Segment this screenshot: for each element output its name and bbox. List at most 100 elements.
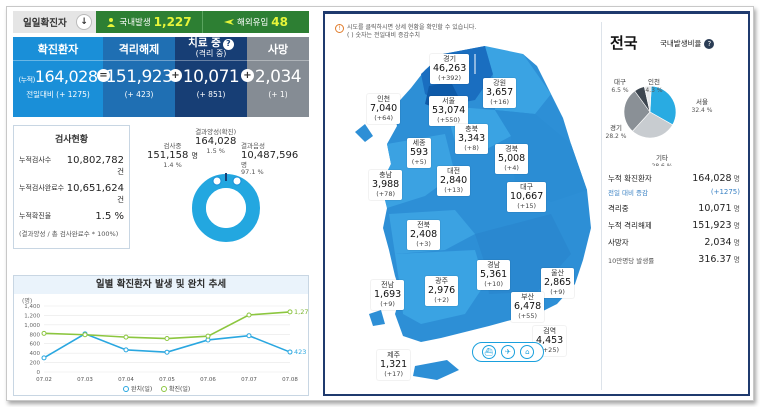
data-point[interactable] bbox=[164, 336, 170, 342]
treatment-label: 치료 중 bbox=[188, 37, 221, 50]
region-delta: (+3) bbox=[416, 239, 431, 248]
testing-pct: 1.4 % bbox=[163, 160, 182, 169]
airport-icon[interactable]: ⌂ bbox=[520, 345, 535, 359]
region-label[interactable]: 대전 2,840 (+13) bbox=[437, 166, 471, 196]
data-point[interactable] bbox=[123, 334, 129, 340]
testing-label-group: 검사중 151,158 명 1.4 % bbox=[147, 142, 198, 169]
region-label[interactable]: 경북 5,008 (+4) bbox=[495, 144, 529, 174]
pie-slice-label: 기타 bbox=[656, 153, 668, 162]
gyeongbuk-region[interactable] bbox=[495, 110, 587, 202]
y-tick-label: 600 bbox=[30, 342, 41, 348]
y-tick-label: 800 bbox=[30, 332, 41, 338]
testing-value: 151,158 bbox=[147, 150, 189, 162]
help-icon[interactable]: ? bbox=[704, 39, 715, 49]
plus-icon bbox=[212, 176, 222, 186]
region-value: 593 bbox=[410, 147, 429, 159]
x-tick-label: 07.08 bbox=[282, 377, 298, 383]
region-delta: (+55) bbox=[518, 311, 537, 320]
pie-slice[interactable] bbox=[623, 90, 651, 132]
data-point[interactable] bbox=[246, 333, 252, 339]
legend-marker bbox=[161, 386, 167, 392]
national-row-label: 누적 확진환자 bbox=[608, 174, 652, 183]
region-delta: (+10) bbox=[484, 279, 503, 288]
region-delta: (+8) bbox=[464, 143, 479, 152]
region-label[interactable]: 전북 2,408 (+3) bbox=[407, 220, 441, 250]
national-row: 누적 격리해제 151,923 명 bbox=[608, 217, 740, 234]
region-value: 53,074 bbox=[432, 105, 466, 117]
region-label[interactable]: 대구 10,667 (+15) bbox=[507, 182, 547, 212]
region-label[interactable]: 강원 3,657 (+16) bbox=[483, 78, 517, 108]
map-note-line2: ( ) 숫자는 전일대비 증감수치 bbox=[347, 31, 421, 39]
donut-hole bbox=[206, 188, 246, 228]
national-row-value: 10,071 명 bbox=[698, 203, 740, 214]
daily-confirmed-title[interactable]: 일일확진자 ↓ bbox=[13, 11, 96, 33]
region-name: 경북 bbox=[505, 145, 519, 153]
region-label[interactable]: 검역 4,453 (+25) bbox=[533, 326, 567, 356]
pie-slice[interactable] bbox=[632, 111, 674, 139]
pie-slice[interactable] bbox=[649, 85, 677, 126]
region-name: 부산 bbox=[521, 293, 535, 301]
y-tick-label: 1,400 bbox=[24, 304, 40, 310]
data-point[interactable] bbox=[287, 349, 293, 355]
region-name: 경기 bbox=[443, 55, 457, 63]
testing-row-value: 10,802,782 bbox=[66, 155, 124, 166]
region-name: 전북 bbox=[417, 221, 431, 229]
jeju-region[interactable] bbox=[413, 360, 459, 380]
region-value: 10,667 bbox=[510, 191, 544, 203]
y-tick-label: 0 bbox=[37, 370, 41, 376]
testing-row: 누적검사수 10,802,782 건 bbox=[14, 155, 129, 177]
positive-pct: 1.5 % bbox=[206, 146, 225, 155]
region-delta: (+78) bbox=[376, 189, 395, 198]
help-icon[interactable]: ? bbox=[222, 39, 234, 51]
released-label: 격리해제 bbox=[103, 37, 175, 61]
national-row: 누적 확진환자 164,028 명 bbox=[608, 170, 740, 187]
region-label[interactable]: 서울 53,074 (+550) bbox=[429, 96, 469, 126]
national-row-label: 전일 대비 증감 bbox=[608, 189, 649, 197]
region-label[interactable]: 세종 593 (+5) bbox=[407, 138, 432, 168]
deaths-delta: (+ 1) bbox=[268, 90, 288, 99]
data-point[interactable] bbox=[205, 333, 211, 339]
data-point[interactable] bbox=[41, 355, 47, 361]
arrow-down-icon[interactable]: ↓ bbox=[76, 14, 92, 30]
national-title: 전국 bbox=[610, 34, 638, 52]
region-label[interactable]: 충북 3,343 (+8) bbox=[455, 124, 489, 154]
island bbox=[369, 310, 385, 326]
region-label[interactable]: 경기 46,263 (+392) bbox=[430, 54, 470, 84]
data-point[interactable] bbox=[246, 312, 252, 318]
ship-icon[interactable]: ⛴ bbox=[481, 345, 496, 359]
region-label[interactable]: 경남 5,361 (+10) bbox=[477, 260, 511, 290]
region-label[interactable]: 제주 1,321 (+17) bbox=[377, 350, 411, 380]
region-delta: (+15) bbox=[517, 201, 537, 210]
info-icon: ! bbox=[335, 24, 344, 33]
y-tick-label: 200 bbox=[30, 361, 41, 367]
region-delta: (+9) bbox=[550, 287, 565, 296]
legend-label: 완치(일) bbox=[131, 385, 152, 393]
region-value: 3,343 bbox=[458, 133, 486, 145]
region-label[interactable]: 광주 2,976 (+2) bbox=[425, 276, 459, 306]
region-label[interactable]: 전남 1,693 (+9) bbox=[371, 280, 405, 310]
region-value: 3,657 bbox=[486, 87, 514, 99]
region-label[interactable]: 충남 3,988 (+78) bbox=[369, 170, 403, 200]
map-note-line1: 시도를 클릭하시면 상세 현황을 확인할 수 있습니다. bbox=[347, 24, 477, 31]
daily-confirmed-bar: 일일확진자 ↓ 국내발생 1,227 해외유입 48 bbox=[13, 11, 309, 33]
legend-marker bbox=[123, 386, 129, 392]
data-point[interactable] bbox=[164, 349, 170, 355]
testing-unit: 명 bbox=[191, 152, 198, 161]
plane-icon[interactable]: ✈ bbox=[500, 345, 515, 359]
national-row: 10만명당 발생률 316.37 명 bbox=[608, 251, 740, 268]
region-value: 5,008 bbox=[498, 153, 526, 165]
region-label[interactable]: 부산 6,478 (+55) bbox=[511, 292, 545, 322]
pie-slice[interactable] bbox=[643, 85, 652, 113]
testing-row-unit: 건 bbox=[117, 167, 124, 176]
region-label[interactable]: 인천 7,040 (+64) bbox=[367, 94, 401, 124]
released-delta: (+ 423) bbox=[124, 90, 154, 99]
region-name: 서울 bbox=[442, 97, 456, 105]
data-point[interactable] bbox=[41, 330, 47, 336]
data-point[interactable] bbox=[123, 347, 129, 353]
released-value: 151,923 bbox=[105, 67, 173, 87]
testing-row-label: 누적검사수 bbox=[19, 156, 52, 164]
data-point[interactable] bbox=[287, 309, 293, 315]
region-label[interactable]: 울산 2,865 (+9) bbox=[541, 268, 575, 298]
data-point[interactable] bbox=[82, 332, 88, 338]
region-value: 2,865 bbox=[544, 277, 572, 289]
